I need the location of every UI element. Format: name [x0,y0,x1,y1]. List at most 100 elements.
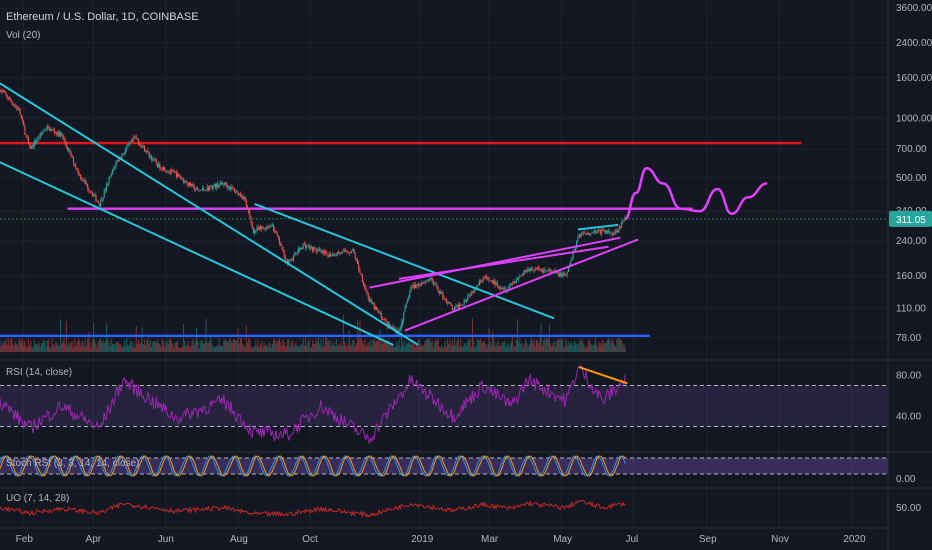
volume-bar [89,342,91,352]
volume-bar [149,340,151,352]
candle-body [611,232,613,236]
chart-title: Ethereum / U.S. Dollar, 1D, COINBASE [6,11,199,23]
candle-body [30,146,32,149]
candle-body [406,300,408,304]
candle-body [117,160,119,162]
candle-body [116,160,118,162]
candle-body [492,280,494,284]
candle-body [69,149,71,152]
volume-bar [425,340,427,352]
volume-bar [61,343,63,352]
rsi-pane[interactable]: 80.00 40.00 [0,365,921,444]
volume-bar [287,339,289,352]
candle-body [108,178,110,185]
volume-bar [328,340,330,352]
uo-pane[interactable]: 50.00 [0,499,921,519]
volume-bar [437,338,439,352]
volume-bar [282,339,284,352]
volume-bar [145,345,147,352]
candle-body [93,195,95,197]
volume-bar [20,342,22,352]
candle-body [438,290,440,294]
candle-body [551,270,553,272]
candle-body [341,250,343,254]
candle-body [616,230,618,233]
volume-bar [524,344,526,352]
candle-body [502,287,504,290]
volume-bar [341,346,343,352]
candle-body [319,249,321,251]
volume-bar [565,339,567,352]
volume-bar [319,344,321,352]
candle-body [183,178,185,183]
candle-body [114,166,116,169]
candle-body [207,186,209,191]
volume-bar [463,343,465,352]
candle-body [348,252,350,254]
candle-body [132,139,134,141]
volume-bar [352,340,354,352]
volume-bar [477,339,479,352]
candle-body [500,287,502,289]
volume-bar [179,347,181,352]
candle-body [547,269,549,272]
volume-bar [126,338,128,352]
projection-path[interactable] [624,166,768,221]
horizontal-levels[interactable] [0,141,888,338]
volume-bar [546,336,548,352]
volume-bar [397,345,399,352]
volume-bar [540,323,542,352]
pane-separators[interactable] [0,359,932,489]
candle-body [113,168,115,170]
last-price-value: 311.05 [896,215,926,226]
candle-body [590,233,592,235]
volume-bar [432,347,434,352]
candle-body [106,184,108,191]
volume-bar [376,341,378,352]
time-axis[interactable]: Feb Apr Jun Aug Oct 2019 Mar May Jul Sep Nov 2020 [0,527,888,545]
candle-body [101,199,103,201]
volume-bar [413,344,415,352]
volume-bar [364,339,366,352]
candle-body [65,143,67,147]
volume-bar [480,338,482,352]
trendlines[interactable] [0,82,639,346]
volume-bar [333,342,335,352]
volume-bar [429,338,431,352]
volume-bar [3,341,5,352]
rsi-line [0,365,626,444]
candle-body [544,269,546,271]
candle-body [35,140,37,143]
volume-bar [183,323,185,352]
volume-bar [251,347,253,352]
candle-body [448,301,450,304]
volume-bar [74,339,76,352]
volume-bar [133,342,135,352]
candle-body [217,183,219,188]
candle-body [474,289,476,292]
candle-body [200,189,202,191]
candle-body [308,245,310,249]
candle-body [533,270,535,272]
volume-bar [345,345,347,352]
volume-bar [454,338,456,352]
volume-bar [520,343,522,352]
stoch-rsi-pane[interactable]: 0.00 [0,455,916,485]
volume-bar [196,327,198,352]
volume-bar [84,339,86,352]
candle-body [45,128,47,130]
candle-body [531,268,533,269]
volume-bar [68,342,70,352]
candle-body [84,180,86,184]
candle-body [587,232,590,235]
candle-body [299,248,301,250]
candle-body [109,175,111,179]
volume-bar [434,342,436,352]
volume-bar [82,341,84,352]
volume-bar [10,338,12,352]
volume-bar [154,341,156,352]
volume-bar [438,346,440,352]
volume-bar [406,343,408,352]
volume-bar [4,342,6,352]
